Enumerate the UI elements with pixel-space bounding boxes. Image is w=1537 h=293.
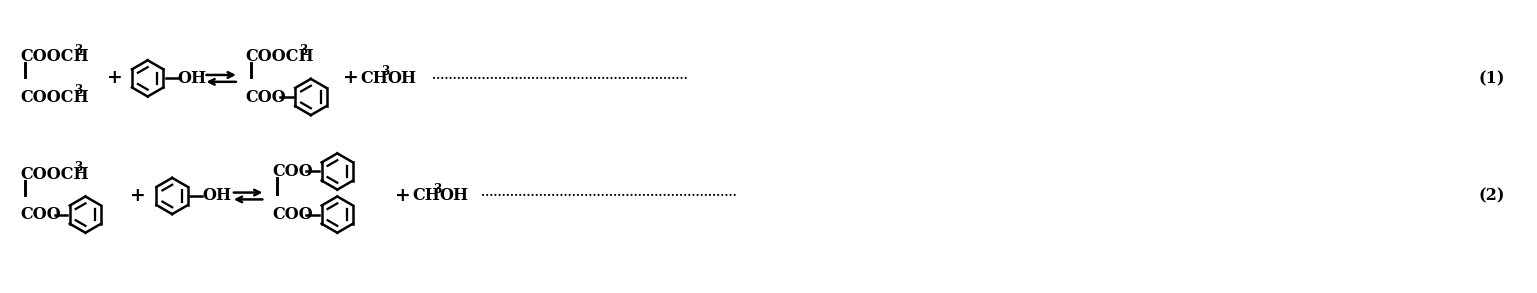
Text: OH: OH bbox=[387, 70, 417, 87]
Text: ······························································: ········································… bbox=[432, 72, 687, 85]
Text: +: + bbox=[395, 187, 410, 205]
Text: +: + bbox=[108, 69, 123, 87]
Text: COO: COO bbox=[272, 163, 314, 180]
Text: +: + bbox=[131, 187, 146, 205]
Text: COO: COO bbox=[272, 206, 314, 223]
Text: (1): (1) bbox=[1479, 70, 1505, 87]
Text: 3: 3 bbox=[74, 44, 83, 57]
Text: 3: 3 bbox=[433, 183, 441, 196]
Text: OH: OH bbox=[201, 188, 231, 205]
Text: ······························································: ········································… bbox=[481, 190, 736, 202]
Text: CH: CH bbox=[360, 70, 389, 87]
Text: 3: 3 bbox=[74, 161, 83, 174]
Text: (2): (2) bbox=[1479, 188, 1505, 205]
Text: OH: OH bbox=[440, 188, 469, 205]
Text: 3: 3 bbox=[74, 84, 83, 97]
Text: COOCH: COOCH bbox=[20, 88, 89, 105]
Text: +: + bbox=[343, 69, 358, 87]
Text: OH: OH bbox=[178, 70, 206, 87]
Text: COO: COO bbox=[246, 88, 286, 105]
Text: COOCH: COOCH bbox=[246, 48, 314, 65]
Text: COOCH: COOCH bbox=[20, 48, 89, 65]
Text: COO: COO bbox=[20, 206, 61, 223]
Text: 3: 3 bbox=[300, 44, 307, 57]
Text: CH: CH bbox=[412, 188, 440, 205]
Text: 3: 3 bbox=[381, 65, 390, 79]
Text: COOCH: COOCH bbox=[20, 166, 89, 183]
